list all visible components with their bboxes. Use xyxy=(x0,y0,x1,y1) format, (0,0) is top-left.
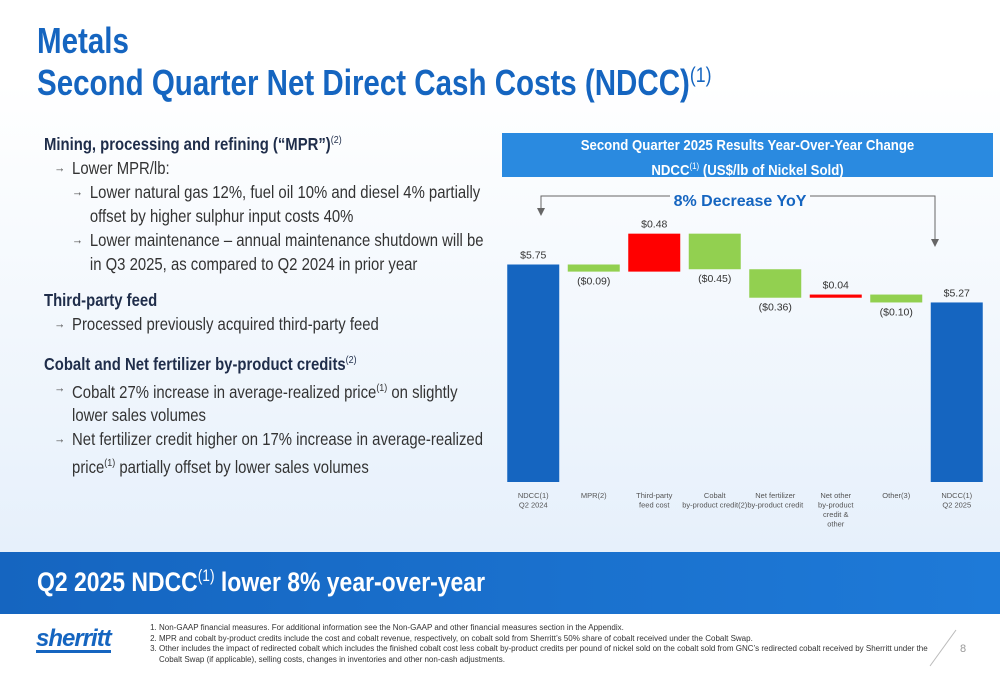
text: Q2 2025 NDCC xyxy=(37,567,198,597)
annotation: 8% Decrease YoY xyxy=(674,193,807,210)
text: Processed previously acquired third-part… xyxy=(72,313,379,334)
footnote: MPR and cobalt by-product credits includ… xyxy=(159,634,929,645)
value-label: $5.75 xyxy=(520,250,546,262)
title: Metals xyxy=(37,20,129,61)
banner: Q2 2025 NDCC(1) lower 8% year-over-year xyxy=(0,552,1000,614)
value-label: ($0.09) xyxy=(577,276,610,288)
bullet: Lower MPR/lb: xyxy=(44,156,490,180)
bar xyxy=(749,269,802,298)
bullet: Lower maintenance – annual maintenance s… xyxy=(44,228,490,276)
text: Third-party feed xyxy=(44,289,158,310)
x-tick-label: Net other xyxy=(820,491,851,500)
bar xyxy=(870,294,923,303)
x-tick-label: Third-party xyxy=(636,491,673,500)
text: Lower MPR/lb: xyxy=(72,157,170,178)
x-tick-label: Other(3) xyxy=(882,491,910,500)
text: Lower maintenance – annual maintenance s… xyxy=(89,229,484,274)
x-tick-label: other xyxy=(827,520,845,529)
superscript: (1) xyxy=(197,567,215,585)
text: Cobalt and Net fertilizer by-product cre… xyxy=(44,353,346,374)
text: Mining, processing and refining (“MPR”) xyxy=(44,133,331,154)
bullet: Net fertilizer credit higher on 17% incr… xyxy=(44,427,490,479)
x-tick-label: by-product credit xyxy=(747,501,804,510)
section-heading: Cobalt and Net fertilizer by-product cre… xyxy=(44,348,490,376)
superscript: (1) xyxy=(689,161,700,171)
text-column: Mining, processing and refining (“MPR”)(… xyxy=(44,128,490,479)
value-label: $0.04 xyxy=(823,280,849,292)
bar xyxy=(567,264,620,272)
x-tick-label: by-product credit(2) xyxy=(682,501,748,510)
subtitle: Second Quarter Net Direct Cash Costs (ND… xyxy=(37,62,712,104)
bar xyxy=(809,294,862,298)
text: Second Quarter Net Direct Cash Costs (ND… xyxy=(37,62,690,103)
footnotes: Non-GAAP financial measures. For additio… xyxy=(145,623,929,665)
page-number: 8 xyxy=(960,643,967,655)
text: on slightly lower sales volumes xyxy=(72,381,458,426)
superscript: (1) xyxy=(689,62,712,87)
footnote: Non-GAAP financial measures. For additio… xyxy=(159,623,929,634)
text: Lower natural gas 12%, fuel oil 10% and … xyxy=(89,181,481,226)
x-tick-label: by-product xyxy=(818,501,854,510)
logo: sherritt xyxy=(36,625,112,653)
chart-subtitle: NDCC(1) (US$/lb of Nickel Sold) xyxy=(531,156,963,181)
bar xyxy=(688,233,741,270)
chart-header: Second Quarter 2025 Results Year-Over-Ye… xyxy=(502,133,993,179)
value-label: $0.48 xyxy=(641,219,667,231)
x-tick-label: Q2 2024 xyxy=(519,501,548,510)
bullet: Processed previously acquired third-part… xyxy=(44,312,490,336)
section-heading: Mining, processing and refining (“MPR”)(… xyxy=(44,128,490,156)
text: partially offset by lower sales volumes xyxy=(115,457,369,478)
value-label: ($0.10) xyxy=(880,306,913,318)
superscript: (2) xyxy=(330,134,342,146)
value-label: $5.27 xyxy=(944,287,970,299)
bullet: Cobalt 27% increase in average-realized … xyxy=(44,376,490,428)
text: lower 8% year-over-year xyxy=(214,567,486,597)
x-tick-label: MPR(2) xyxy=(581,491,607,500)
bar xyxy=(507,264,560,482)
superscript: (1) xyxy=(376,381,388,394)
value-label: ($0.45) xyxy=(698,273,731,285)
chart-title: Second Quarter 2025 Results Year-Over-Ye… xyxy=(580,137,915,154)
bullet: Lower natural gas 12%, fuel oil 10% and … xyxy=(44,180,490,228)
value-label: ($0.36) xyxy=(759,302,792,314)
decor xyxy=(929,629,957,667)
banner-text: Q2 2025 NDCC(1) lower 8% year-over-year xyxy=(37,567,485,598)
x-tick-label: credit & xyxy=(823,510,848,519)
x-tick-label: NDCC(1) xyxy=(518,491,549,500)
x-tick-label: Net fertilizer xyxy=(755,491,796,500)
connector xyxy=(537,195,670,216)
text: NDCC xyxy=(651,162,690,179)
x-tick-label: Cobalt xyxy=(704,491,727,500)
footnote: Other includes the impact of redirected … xyxy=(159,644,929,665)
superscript: (2) xyxy=(345,353,357,366)
connector xyxy=(810,195,939,247)
x-tick-label: feed cost xyxy=(639,501,670,510)
text: Cobalt 27% increase in average-realized … xyxy=(72,381,377,402)
text: Net fertilizer credit higher on 17% incr… xyxy=(72,429,483,478)
superscript: (1) xyxy=(104,457,116,470)
section-heading: Third-party feed xyxy=(44,288,490,312)
bar xyxy=(930,302,983,482)
text: (US$/lb of Nickel Sold) xyxy=(699,162,844,179)
x-tick-label: NDCC(1) xyxy=(941,491,972,500)
bar xyxy=(628,233,681,272)
x-tick-label: Q2 2025 xyxy=(942,501,971,510)
